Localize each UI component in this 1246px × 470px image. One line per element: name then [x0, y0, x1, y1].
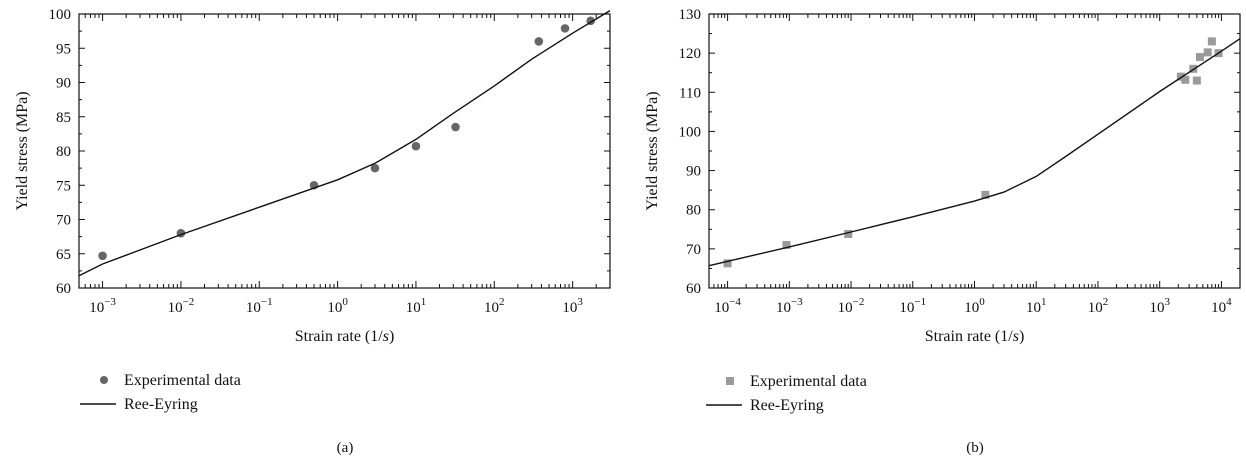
- legend-label: Experimental data: [750, 373, 867, 390]
- x-tick-label: 10−2: [168, 296, 195, 316]
- y-tick-label: 60: [56, 281, 71, 297]
- y-tick-label: 60: [686, 281, 701, 297]
- y-tick-label: 70: [686, 242, 701, 258]
- y-tick-label: 95: [56, 41, 71, 57]
- chart-panel-a: 60 65 70 75 80 85 90 95 100 10−3 10−2 10−1 100 101 102…: [14, 7, 611, 456]
- data-point: [1207, 37, 1216, 46]
- data-point: [560, 24, 570, 33]
- panel-label: (a): [337, 440, 354, 456]
- y-tick-label: 110: [679, 85, 701, 101]
- legend-label: Experimental data: [124, 372, 241, 389]
- data-point: [411, 141, 421, 151]
- y-tick-label: 65: [56, 247, 71, 263]
- x-tick-label: 102: [484, 296, 505, 316]
- data-point: [451, 122, 460, 132]
- data-point: [1181, 75, 1190, 84]
- data-point: [534, 37, 544, 46]
- data-point: [1176, 72, 1185, 81]
- y-axis-label: Yield stress (MPa): [644, 91, 661, 210]
- x-tick-label: 10−1: [899, 296, 926, 316]
- x-tick-label: 10−3: [776, 296, 803, 316]
- x-tick-label: 101: [406, 296, 427, 316]
- y-tick-label: 120: [679, 46, 702, 62]
- y-tick-label: 75: [56, 178, 71, 194]
- x-tick-label: 104: [1211, 296, 1232, 316]
- x-tick-label: 10−3: [89, 296, 116, 316]
- x-axis-label: Strain rate (1/s): [295, 328, 395, 345]
- y-tick-label: 100: [679, 124, 702, 140]
- x-tick-label: 10−4: [714, 296, 741, 316]
- y-tick-label: 80: [686, 203, 701, 219]
- y-tick-label: 70: [56, 213, 71, 229]
- y-tick-label: 130: [679, 7, 702, 23]
- x-tick-label: 100: [964, 296, 985, 316]
- y-axis-label: Yield stress (MPa): [14, 91, 31, 210]
- panel-label: (b): [966, 440, 984, 456]
- ree-eyring-line: [78, 10, 611, 277]
- legend-label: Ree-Eyring: [750, 397, 824, 414]
- data-point: [1203, 48, 1212, 57]
- y-tick-label: 90: [686, 164, 701, 180]
- x-tick-label: 101: [1026, 296, 1047, 316]
- x-tick-label: 10−2: [838, 296, 865, 316]
- legend-marker-experimental: [726, 377, 734, 385]
- y-tick-label: 90: [56, 76, 71, 92]
- data-point: [1192, 76, 1201, 85]
- data-point: [782, 240, 791, 249]
- data-point: [98, 251, 107, 261]
- y-tick-label: 80: [56, 144, 71, 160]
- data-point: [844, 229, 853, 238]
- x-tick-label: 100: [327, 296, 348, 316]
- legend-label: Ree-Eyring: [124, 396, 198, 413]
- ree-eyring-line: [708, 38, 1241, 267]
- data-point: [370, 163, 380, 173]
- data-point: [723, 259, 732, 268]
- y-tick-label: 85: [56, 110, 71, 126]
- plot-frame: [78, 13, 611, 289]
- y-tick-label: 100: [49, 7, 72, 23]
- data-point: [981, 190, 990, 199]
- x-axis-label: Strain rate (1/s): [925, 328, 1025, 345]
- x-tick-label: 103: [1149, 296, 1170, 316]
- x-tick-label: 103: [562, 296, 583, 316]
- x-tick-label: 102: [1088, 296, 1109, 316]
- legend-marker-experimental: [100, 376, 108, 384]
- chart-panel-b: 60 70 80 90 100 110 120 130 10−4 10−3 10−2 10−1 100 1…: [644, 7, 1241, 456]
- data-point: [1196, 53, 1205, 62]
- x-tick-label: 10−1: [246, 296, 273, 316]
